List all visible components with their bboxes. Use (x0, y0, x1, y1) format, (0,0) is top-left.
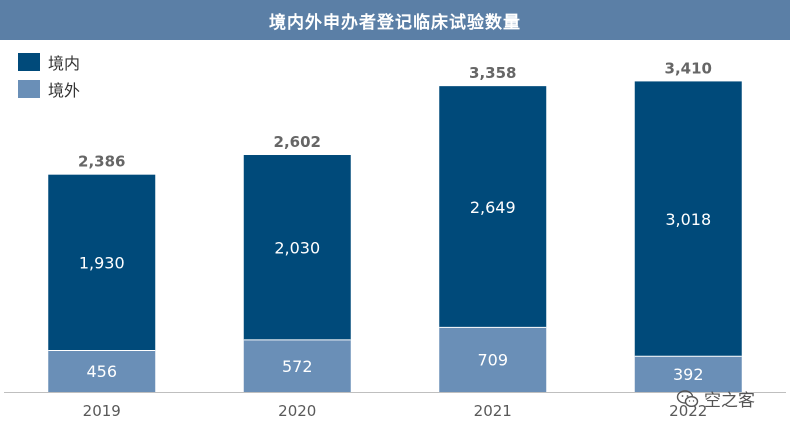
data-label-domestic-2021: 2,649 (470, 198, 516, 217)
data-label-domestic-2022: 3,018 (665, 210, 711, 229)
x-tick-label-2022: 2022 (669, 402, 707, 420)
bar-foreign-2022 (634, 356, 742, 392)
bar-domestic-2022 (634, 81, 742, 357)
legend-swatch-foreign (18, 79, 40, 98)
legend-item-domestic: 境内 (18, 48, 80, 75)
total-label-2021: 3,358 (469, 64, 516, 82)
legend-swatch-domestic (18, 52, 40, 71)
total-label-2019: 2,386 (78, 153, 125, 171)
wechat-icon (676, 389, 699, 407)
data-label-domestic-2019: 1,930 (79, 254, 125, 273)
total-label-2020: 2,602 (274, 133, 321, 151)
bar-domestic-2020 (243, 155, 351, 340)
data-label-foreign-2019: 456 (86, 362, 117, 381)
legend: 境内 境外 (18, 48, 80, 102)
bar-foreign-2021 (439, 327, 547, 392)
x-tick-label-2019: 2019 (83, 402, 121, 420)
data-label-foreign-2021: 709 (477, 351, 508, 370)
total-label-2022: 3,410 (665, 59, 712, 77)
bar-foreign-2020 (243, 339, 351, 392)
bar-foreign-2019 (48, 350, 156, 392)
legend-label-foreign: 境外 (48, 80, 81, 100)
bar-domestic-2021 (439, 86, 547, 328)
watermark: 空之客 (676, 386, 755, 411)
legend-item-foreign: 境外 (18, 75, 80, 102)
x-tick-label-2021: 2021 (474, 402, 512, 420)
data-label-foreign-2020: 572 (282, 357, 313, 376)
watermark-text: 空之客 (704, 391, 755, 411)
x-tick-label-2020: 2020 (278, 402, 316, 420)
data-label-domestic-2020: 2,030 (274, 238, 320, 257)
chart-title: 境内外申办者登记临床试验数量 (0, 0, 790, 40)
legend-label-domestic: 境内 (48, 53, 81, 73)
bar-domestic-2019 (48, 174, 156, 351)
data-label-foreign-2022: 392 (673, 365, 704, 384)
